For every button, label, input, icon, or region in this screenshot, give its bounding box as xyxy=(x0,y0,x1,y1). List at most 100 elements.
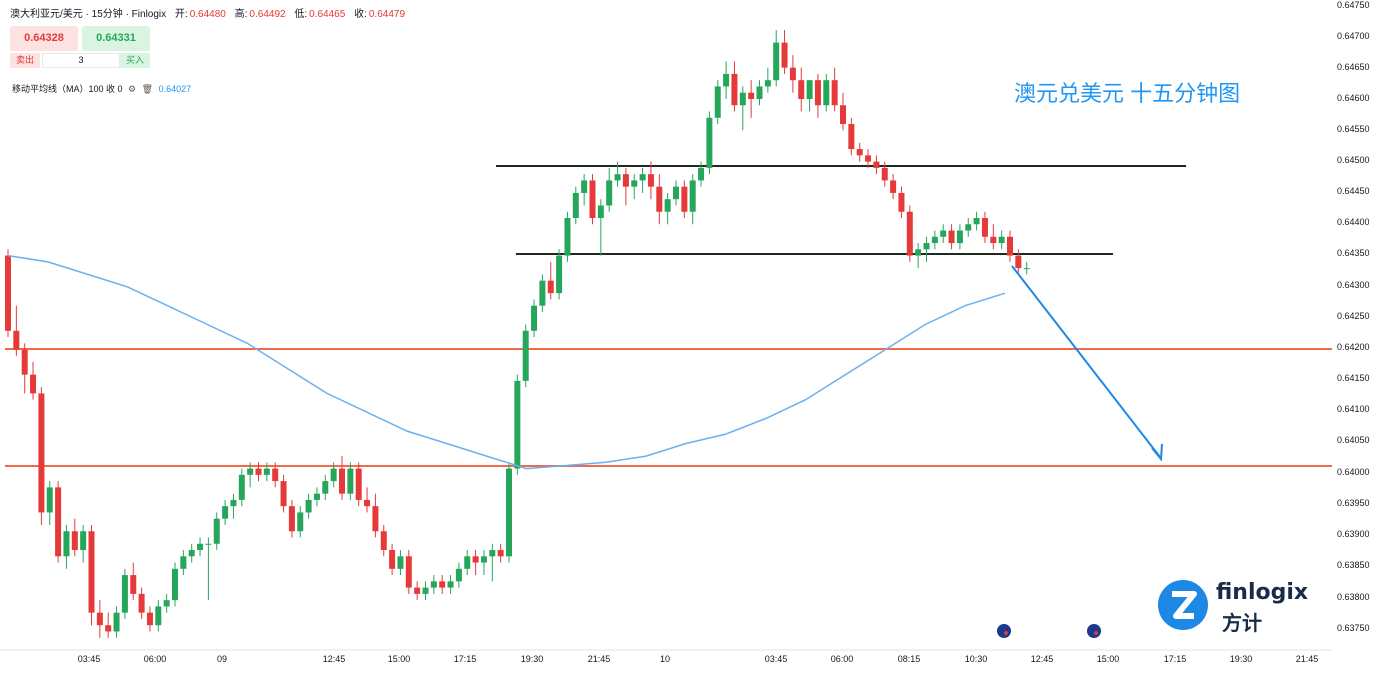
candle-body xyxy=(823,80,830,106)
x-tick-label: 08:15 xyxy=(898,654,921,664)
candle-body xyxy=(497,550,504,557)
y-tick-label: 0.64600 xyxy=(1337,93,1370,103)
y-tick-label: 0.64750 xyxy=(1337,0,1370,10)
candle-body xyxy=(380,531,387,551)
forecast-arrow-head xyxy=(1151,443,1163,462)
buy-button[interactable]: 买入 xyxy=(120,53,150,68)
candle-body xyxy=(447,581,454,588)
candle-body xyxy=(46,487,53,513)
candle-body xyxy=(313,493,320,500)
y-tick-label: 0.64500 xyxy=(1337,155,1370,165)
low-value: 0.64465 xyxy=(309,9,346,20)
candle-body xyxy=(422,587,429,594)
y-tick-label: 0.64350 xyxy=(1337,248,1370,258)
candle-body xyxy=(347,468,354,494)
candle-body xyxy=(689,180,696,212)
candle-body xyxy=(464,556,471,569)
candle-body xyxy=(731,73,738,106)
x-tick-label: 15:00 xyxy=(388,654,411,664)
ma-label: 移动平均线（MA）100 收 0 xyxy=(12,84,123,94)
candle-body xyxy=(681,186,688,212)
x-tick-label: 03:45 xyxy=(78,654,101,664)
x-tick-label: 06:00 xyxy=(831,654,854,664)
x-tick-label: 12:45 xyxy=(323,654,346,664)
sell-price-button[interactable]: 0.64328 xyxy=(10,26,78,51)
candle-body xyxy=(898,192,905,212)
candle-body xyxy=(21,349,28,375)
candle-body xyxy=(130,575,137,594)
candle-body xyxy=(13,330,20,350)
candle-body xyxy=(389,550,396,569)
x-tick-label: 17:15 xyxy=(1164,654,1187,664)
candle-body xyxy=(80,531,87,551)
x-tick-label: 09 xyxy=(217,654,227,664)
settings-icon[interactable]: ⚙ xyxy=(128,84,137,94)
candle-body xyxy=(38,393,45,513)
candle-body xyxy=(915,249,922,256)
candle-body xyxy=(631,180,638,187)
candle-body xyxy=(764,80,771,87)
candle-body xyxy=(923,243,930,250)
candle-body xyxy=(614,174,621,181)
y-tick-label: 0.63900 xyxy=(1337,529,1370,539)
quantity-input[interactable]: 3 xyxy=(42,53,120,68)
x-tick-label: 10 xyxy=(660,654,670,664)
y-tick-label: 0.64700 xyxy=(1337,31,1370,41)
candle-body xyxy=(163,600,170,607)
x-tick-label: 10:30 xyxy=(965,654,988,664)
candle-body xyxy=(222,506,229,519)
sell-button[interactable]: 卖出 xyxy=(10,53,40,68)
candle-body xyxy=(806,80,813,99)
candle-body xyxy=(714,86,721,118)
australia-flag-icon xyxy=(997,624,1011,638)
candle-body xyxy=(1007,236,1013,256)
symbol-label: 澳大利亚元/美元 · 15分钟 · Finlogix xyxy=(10,9,167,20)
x-tick-label: 21:45 xyxy=(1296,654,1319,664)
candle-body xyxy=(105,625,112,632)
flag-detail xyxy=(1004,631,1008,635)
y-tick-label: 0.64300 xyxy=(1337,280,1370,290)
candle-body xyxy=(814,80,821,106)
candle-body xyxy=(748,92,755,99)
y-tick-label: 0.64550 xyxy=(1337,124,1370,134)
close-value: 0.64479 xyxy=(368,9,406,20)
candle-body xyxy=(71,531,78,551)
candle-body xyxy=(639,174,646,181)
candle-body xyxy=(288,506,295,532)
candle-body xyxy=(589,180,596,218)
candle-body xyxy=(263,468,270,475)
australia-flag-icon xyxy=(1087,624,1101,638)
candle-body xyxy=(1023,268,1030,270)
candle-body xyxy=(539,280,546,306)
y-tick-label: 0.64400 xyxy=(1337,217,1370,227)
ma-line xyxy=(7,254,1006,470)
candle-body xyxy=(906,211,913,256)
candle-body xyxy=(798,80,805,99)
y-tick-label: 0.64450 xyxy=(1337,186,1370,196)
candle-body xyxy=(188,550,195,557)
candle-body xyxy=(272,468,279,482)
candle-body xyxy=(664,199,671,212)
candle-body xyxy=(113,612,120,632)
ma-indicator-legend: 移动平均线（MA）100 收 0 ⚙ 🗑 0.64027 xyxy=(12,82,191,95)
candle-body xyxy=(990,236,997,244)
x-tick-label: 17:15 xyxy=(454,654,477,664)
buy-price-button[interactable]: 0.64331 xyxy=(82,26,150,51)
delete-icon[interactable]: 🗑 xyxy=(141,84,154,94)
open-value: 0.64480 xyxy=(189,9,226,20)
candle-body xyxy=(339,468,345,494)
candle-body xyxy=(622,174,629,187)
close-label: 收: xyxy=(354,9,367,20)
y-tick-label: 0.64050 xyxy=(1337,435,1370,445)
candle-body xyxy=(439,581,446,588)
logo-name: finlogix xyxy=(1216,580,1309,605)
y-tick-label: 0.63950 xyxy=(1337,498,1370,508)
candle-body xyxy=(230,499,237,507)
candle-body xyxy=(673,186,679,200)
candle-body xyxy=(247,468,254,475)
candle-body xyxy=(355,468,362,500)
candle-body xyxy=(865,155,872,162)
y-tick-label: 0.64100 xyxy=(1337,404,1370,414)
candle-body xyxy=(372,506,379,532)
